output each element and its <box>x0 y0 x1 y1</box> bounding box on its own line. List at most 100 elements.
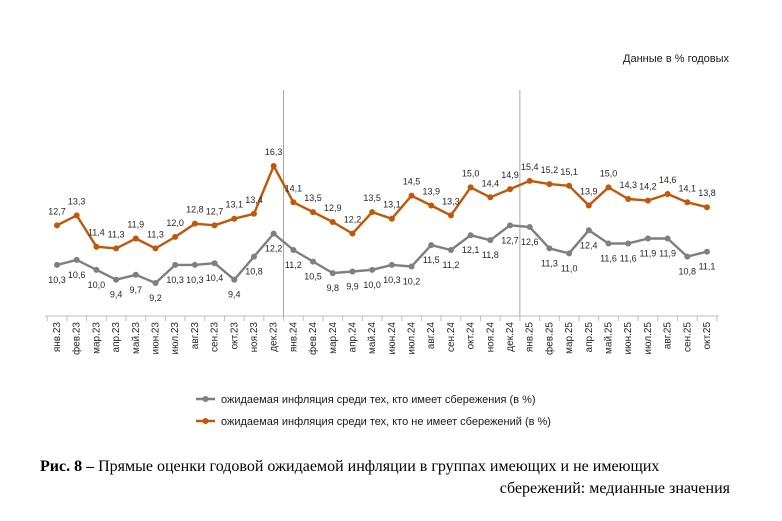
series-1-point <box>447 247 454 254</box>
series-2-point <box>329 219 336 226</box>
series-2-point <box>664 191 671 198</box>
legend-label-2: ожидаемая инфляция среди тех, кто не име… <box>221 416 551 428</box>
series-2-data-label: 12,2 <box>344 215 362 225</box>
series-2-point <box>152 245 159 252</box>
series-1-data-label: 11,9 <box>659 249 676 259</box>
series-2-data-label: 15,1 <box>560 167 578 177</box>
series-2-point <box>172 233 179 240</box>
legend-swatch-marker-2 <box>202 418 209 424</box>
caption-line-2: сбережений: медианные значения <box>499 480 730 497</box>
series-2-point <box>447 212 454 219</box>
series-1-point <box>467 232 474 239</box>
series-2-data-label: 14,3 <box>619 180 637 190</box>
series-2-data-label: 13,8 <box>698 188 716 198</box>
series-1-point <box>487 237 494 244</box>
series-2-data-label: 14,6 <box>659 175 677 185</box>
series-2-point <box>625 195 632 202</box>
figure-caption: Рис. 8 – Прямые оценки годовой ожидаемой… <box>40 456 730 500</box>
series-2-point <box>388 215 395 222</box>
series-1-point <box>113 276 120 283</box>
series-1-point <box>54 261 60 268</box>
caption-line-1: Рис. 8 – Прямые оценки годовой ожидаемой… <box>40 456 730 478</box>
year-separators <box>283 90 521 316</box>
series-2-point <box>684 199 691 206</box>
series-1-data-label: 10,3 <box>166 275 184 285</box>
x-tick-label: ноя.23 <box>249 322 260 353</box>
x-tick-label: окт.25 <box>702 322 713 350</box>
series-1-point <box>369 266 376 273</box>
series-2-point <box>487 194 494 201</box>
series-1-point <box>526 223 533 230</box>
x-tick-label: фев.24 <box>307 322 319 355</box>
series-2-point <box>54 222 60 229</box>
x-tick-label: апр.25 <box>584 322 595 353</box>
x-tick-label: окт.24 <box>466 322 477 350</box>
axis-layer <box>45 315 719 321</box>
series-2-point <box>132 235 139 242</box>
series-1-point <box>211 260 218 267</box>
series-1-point <box>231 276 238 283</box>
x-tick-label: янв.25 <box>525 322 536 353</box>
series-1-point <box>684 253 691 260</box>
x-tick-label: мар.24 <box>328 322 339 354</box>
series-2-point <box>605 184 612 191</box>
series-1-point <box>270 230 277 237</box>
series-2-data-label: 14,4 <box>482 178 500 188</box>
series-2-point <box>310 209 317 216</box>
x-tick-label: ноя.24 <box>485 322 496 353</box>
series-1-data-label: 11,6 <box>620 253 637 263</box>
series-1-data-label: 10,3 <box>48 275 66 285</box>
series-1-point <box>704 248 710 255</box>
series-2-point <box>644 197 651 204</box>
series-2-point <box>73 212 80 219</box>
series-2-data-label: 13,9 <box>422 187 440 197</box>
series-2-point <box>467 184 474 191</box>
series-1-data-label: 9,4 <box>228 290 241 300</box>
series-2-data-label: 12,9 <box>324 203 342 213</box>
x-tick-label: май.25 <box>604 322 615 354</box>
series-1-point <box>310 258 317 265</box>
series-1-point <box>605 240 612 247</box>
series-1-data-label: 11,1 <box>699 262 716 272</box>
series-1-point <box>546 245 553 252</box>
legend-label-1: ожидаемая инфляция среди тех, кто имеет … <box>221 394 536 406</box>
x-tick-label: сен.25 <box>682 322 693 352</box>
series-1-data-label: 10,8 <box>245 267 263 277</box>
x-tick-label: июл.24 <box>407 322 418 355</box>
series-1-point <box>566 250 573 257</box>
series-2-data-label: 13,1 <box>383 200 401 210</box>
series-2-data-label: 11,9 <box>127 220 144 230</box>
series-1-point <box>388 261 395 268</box>
series-2-point <box>290 199 297 206</box>
series-1-point <box>664 235 671 242</box>
series-2-point <box>231 215 238 222</box>
series-1-data-label: 10,6 <box>68 270 86 280</box>
x-tick-label: фев.23 <box>71 322 83 355</box>
series-1-data-label: 10,2 <box>403 277 421 287</box>
series-1-data-label: 9,4 <box>110 290 123 300</box>
x-tick-label: авг.23 <box>190 322 201 350</box>
x-tick-label: янв.23 <box>52 322 63 353</box>
x-tick-label: дек.23 <box>269 322 280 352</box>
series-2-point <box>349 230 356 237</box>
series-2-data-label: 13,5 <box>363 193 381 203</box>
series-2-data-label: 13,3 <box>442 196 460 206</box>
series-2-data-label: 11,3 <box>108 229 125 239</box>
legend-swatch-marker-1 <box>202 396 209 402</box>
series-2-point <box>428 202 435 209</box>
series-1-point <box>250 253 257 260</box>
series-1-data-label: 11,3 <box>541 258 558 268</box>
series-2-point <box>211 222 218 229</box>
series-1-data-label: 12,7 <box>501 235 519 245</box>
series-1-point <box>132 271 139 278</box>
series-2-data-label: 15,0 <box>600 168 618 178</box>
series-1-point <box>408 263 415 270</box>
series-2-point <box>93 243 100 250</box>
line-chart: 10,3 10,610,09,4 9,79,210,3 10,3 10,49,410,8… <box>45 90 719 428</box>
series-2-data-label: 14,2 <box>639 182 657 192</box>
series-1-point <box>644 235 651 242</box>
series-2-point <box>566 182 573 189</box>
x-tick-label: авг.24 <box>426 322 437 350</box>
series-2-data-label: 13,3 <box>68 196 86 206</box>
x-tick-label: янв.24 <box>288 322 299 353</box>
